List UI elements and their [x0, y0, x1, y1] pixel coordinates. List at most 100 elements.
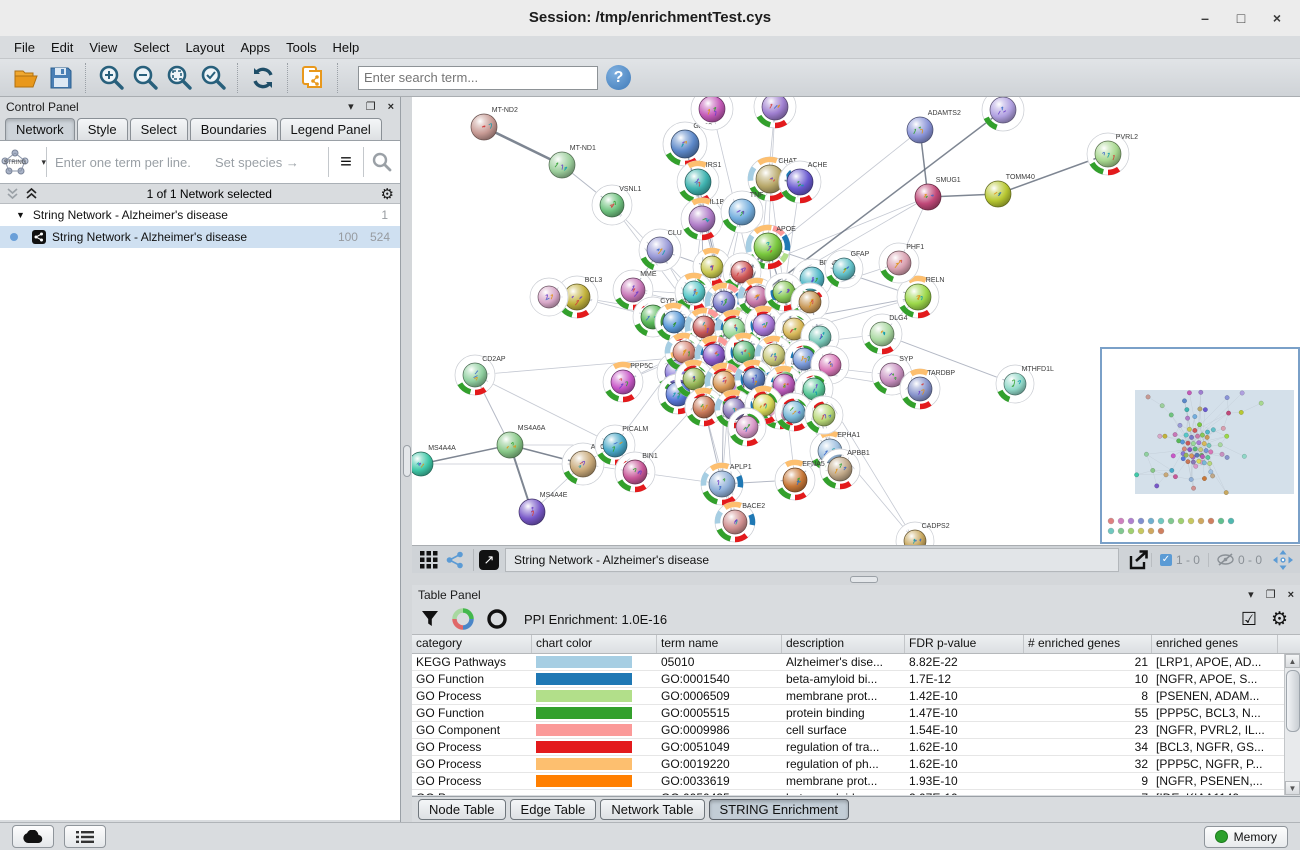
network-edge[interactable] [483, 125, 563, 167]
table-row[interactable]: GO Function GO:0001540 beta-amyloid bi... 1… [412, 671, 1300, 688]
node-il1b[interactable]: IL1B [680, 197, 725, 241]
menu-item-edit[interactable]: Edit [50, 39, 74, 55]
node-bin1[interactable]: BIN1 [614, 451, 658, 493]
task-list-button[interactable] [64, 825, 106, 848]
open-session-button[interactable] [12, 63, 42, 93]
node-clu[interactable]: CLU [638, 228, 682, 272]
table-row[interactable]: GO Process GO:0033619 membrane prot... 1.93… [412, 773, 1300, 790]
node-mthfd1l[interactable]: MTHFD1L [995, 364, 1054, 404]
set-species-link[interactable]: Set species → [215, 154, 299, 170]
menu-item-select[interactable]: Select [133, 39, 170, 55]
column-header-term-name[interactable]: term name [657, 635, 782, 653]
node-reln[interactable]: RELN [896, 275, 944, 319]
select-rows-checkbox-icon[interactable]: ☑ [1240, 608, 1257, 629]
node-phf1[interactable]: PHF1 [878, 242, 924, 284]
filter-icon[interactable] [420, 609, 440, 629]
node-tnf[interactable]: TNF [720, 190, 764, 234]
node[interactable] [690, 97, 734, 131]
string-search-icon[interactable] [364, 152, 400, 172]
node-vsnl1[interactable]: VSNL1 [591, 184, 641, 226]
tab-network[interactable]: Network [5, 118, 75, 140]
node-cadps2[interactable]: CADPS2 [895, 521, 950, 545]
node-ppp5c[interactable]: PPP5C [602, 361, 653, 403]
column-header--enriched-genes[interactable]: # enriched genes [1024, 635, 1152, 653]
network-edge[interactable] [474, 374, 616, 446]
node-ms4a4e[interactable]: MS4A4E [518, 492, 568, 526]
scroll-up-arrow[interactable]: ▲ [1285, 654, 1300, 668]
collapse-all-icon[interactable] [6, 187, 19, 200]
menu-item-layout[interactable]: Layout [185, 39, 225, 55]
node-gab2[interactable]: GAB2 [662, 121, 712, 167]
column-header-enriched-genes[interactable]: enriched genes [1152, 635, 1278, 653]
minimize-button[interactable]: – [1201, 10, 1209, 26]
tab-string-enrichment[interactable]: STRING Enrichment [708, 799, 849, 820]
panel-close-icon[interactable]: × [387, 100, 394, 113]
navigation-compass-icon[interactable] [1272, 549, 1294, 571]
network-edge[interactable] [420, 444, 511, 465]
vertical-splitter-handle[interactable] [403, 445, 411, 477]
tab-node-table[interactable]: Node Table [418, 799, 506, 820]
menu-item-help[interactable]: Help [332, 39, 360, 55]
string-logo[interactable]: STRING ▾ [0, 149, 46, 175]
tab-edge-table[interactable]: Edge Table [509, 799, 597, 820]
node-adamts2[interactable]: ADAMTS2 [906, 110, 961, 144]
table-row[interactable]: GO Process GO:0019220 regulation of ph... 1… [412, 756, 1300, 773]
tab-boundaries[interactable]: Boundaries [189, 118, 278, 140]
refresh-icon[interactable] [248, 63, 278, 93]
memory-button[interactable]: Memory [1203, 825, 1288, 848]
column-header-fdr-p-value[interactable]: FDR p-value [905, 635, 1024, 653]
menu-item-file[interactable]: File [14, 39, 35, 55]
node[interactable] [753, 97, 797, 129]
network-collection-row[interactable]: ▼ String Network - Alzheimer's disease 1 [0, 204, 400, 226]
minimap-viewport[interactable] [1135, 390, 1294, 494]
node[interactable] [774, 392, 814, 432]
menu-item-apps[interactable]: Apps [240, 39, 271, 55]
tab-select[interactable]: Select [129, 118, 188, 140]
node[interactable] [529, 277, 569, 317]
network-options-gear-icon[interactable]: ⚙ [380, 185, 394, 203]
node-aplp1[interactable]: APLP1 [700, 462, 752, 506]
zoom-fit-icon[interactable] [164, 63, 194, 93]
node-apoe[interactable]: APOE [745, 224, 796, 270]
share-network-icon[interactable] [444, 549, 466, 571]
open-in-window-icon[interactable]: ↗ [479, 549, 499, 570]
horizontal-splitter-handle[interactable] [850, 576, 878, 583]
column-header-description[interactable]: description [782, 635, 905, 653]
table-row[interactable]: KEGG Pathways 05010 Alzheimer's dise... 8.8… [412, 654, 1300, 671]
node-mt-nd2[interactable]: MT-ND2 [470, 107, 518, 141]
column-header-chart-color[interactable]: chart color [532, 635, 657, 653]
network-row-selected[interactable]: String Network - Alzheimer's disease 100… [0, 226, 400, 248]
panel-menu-icon[interactable]: ▾ [348, 101, 354, 113]
node-cd2ap[interactable]: CD2AP [454, 354, 506, 396]
menu-item-tools[interactable]: Tools [286, 39, 317, 55]
search-input[interactable] [358, 65, 598, 90]
tab-legend-panel[interactable]: Legend Panel [279, 118, 382, 140]
string-source-caret-icon[interactable]: ▾ [41, 157, 46, 167]
menu-item-view[interactable]: View [89, 39, 118, 55]
tab-network-table[interactable]: Network Table [600, 799, 705, 820]
node-mme[interactable]: MME [612, 269, 657, 311]
help-icon[interactable]: ? [606, 65, 631, 90]
scrollbar-thumb[interactable] [1286, 670, 1300, 732]
table-panel-close-icon[interactable]: × [1287, 588, 1294, 601]
node-dlg4[interactable]: DLG4 [861, 313, 908, 355]
node-ms4a6a[interactable]: MS4A6A [496, 425, 546, 459]
scroll-down-arrow[interactable]: ▼ [1285, 781, 1300, 795]
zoom-out-icon[interactable] [130, 63, 160, 93]
node-bace2[interactable]: BACE2 [714, 501, 765, 543]
node-ms4a4a[interactable]: MS4A4A [412, 445, 456, 477]
table-panel-menu-icon[interactable]: ▾ [1248, 589, 1254, 601]
network-view[interactable]: MT-ND2 MT-ND1 VSNL1 GAB2 IRS1 CHAT ACHE IL1B TNF… [412, 97, 1300, 545]
copy-network-icon[interactable] [298, 63, 328, 93]
node-apbb1[interactable]: APBB1 [819, 448, 870, 490]
node[interactable] [764, 272, 804, 312]
string-options-icon[interactable]: ≡ [340, 150, 352, 173]
birds-eye-view[interactable] [1100, 347, 1300, 544]
node[interactable] [804, 395, 844, 435]
zoom-in-icon[interactable] [96, 63, 126, 93]
table-row[interactable]: GO Process GO:0050435beta-amyloid m...2.0… [412, 790, 1300, 795]
horizontal-splitter[interactable] [412, 573, 1300, 585]
column-header-category[interactable]: category [412, 635, 532, 653]
node[interactable] [737, 277, 777, 317]
